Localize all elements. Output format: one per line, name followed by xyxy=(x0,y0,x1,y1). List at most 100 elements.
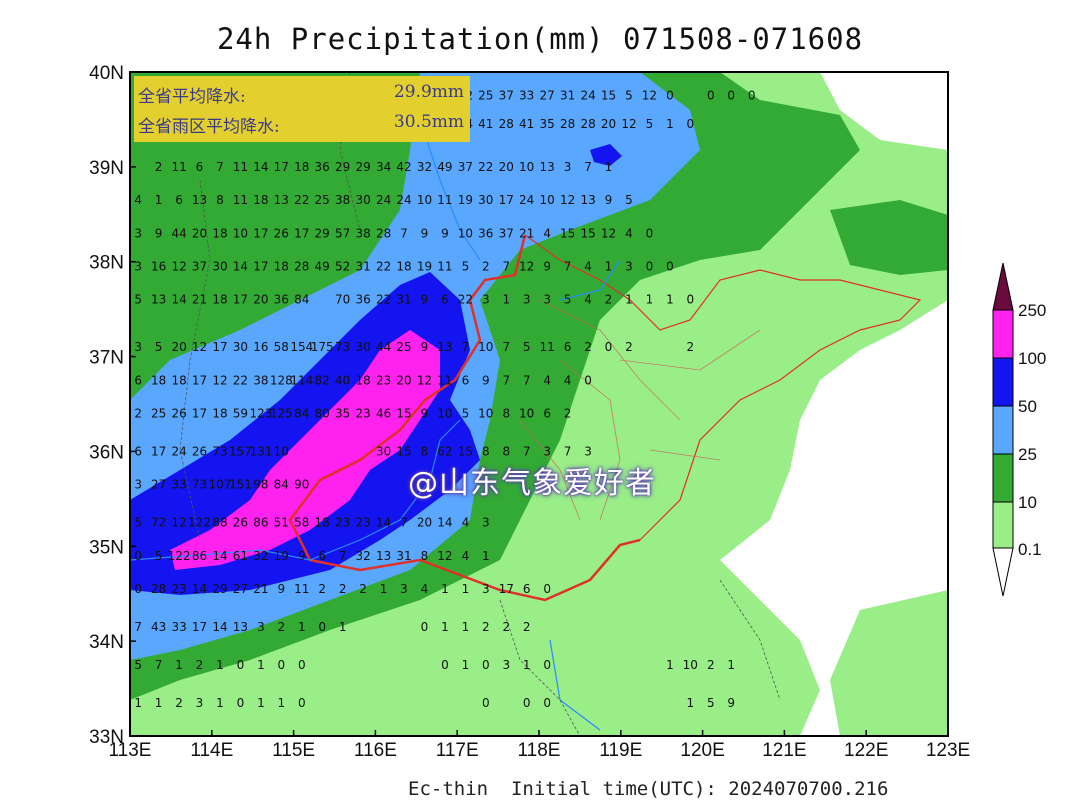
grid-value: 2 xyxy=(155,160,163,174)
grid-value: 5 xyxy=(155,549,163,563)
grid-value: 88 xyxy=(212,516,227,530)
legend: 250 100 50 25 10 0.1 xyxy=(992,262,1046,597)
province-avg-value: 29.9mm xyxy=(393,82,464,102)
grid-value: 0 xyxy=(686,117,694,131)
grid-value: 6 xyxy=(134,444,142,458)
grid-value: 1 xyxy=(441,582,449,596)
grid-value: 1 xyxy=(277,696,285,710)
grid-value: 3 xyxy=(502,658,510,672)
grid-value: 8 xyxy=(482,444,490,458)
grid-value: 9 xyxy=(298,549,306,563)
grid-value: 2 xyxy=(707,658,715,672)
grid-value: 6 xyxy=(441,293,449,307)
y-tick-label: 37N xyxy=(89,348,124,369)
shandong-border xyxy=(288,234,641,602)
grid-value: 18 xyxy=(274,260,289,274)
grid-value: 12 xyxy=(437,549,452,563)
grid-value: 122 xyxy=(168,549,191,563)
grid-value: 13 xyxy=(151,293,166,307)
grid-value: 61 xyxy=(233,549,248,563)
grid-value: 17 xyxy=(253,260,268,274)
grid-value: 44 xyxy=(376,340,391,354)
grid-value: 14 xyxy=(212,549,227,563)
grid-value: 37 xyxy=(192,260,207,274)
grid-value: 10 xyxy=(683,658,698,672)
grid-value: 1 xyxy=(523,658,531,672)
grid-value: 10 xyxy=(458,226,473,240)
grid-value: 5 xyxy=(134,516,142,530)
grid-value: 5 xyxy=(625,89,633,103)
grid-value: 58 xyxy=(294,516,309,530)
grid-value: 12 xyxy=(417,373,432,387)
grid-value: 0 xyxy=(298,658,306,672)
grid-value: 84 xyxy=(274,478,289,492)
y-tick-label: 35N xyxy=(89,537,124,558)
grid-value: 20 xyxy=(192,226,207,240)
grid-value: 154 xyxy=(290,340,313,354)
grid-value: 30 xyxy=(355,340,370,354)
grid-value: 1 xyxy=(462,658,470,672)
grid-value: 18 xyxy=(212,226,227,240)
grid-value: 26 xyxy=(274,226,289,240)
grid-value: 12 xyxy=(560,193,575,207)
grid-value: 24 xyxy=(171,444,186,458)
grid-value: 14 xyxy=(171,293,186,307)
grid-value: 24 xyxy=(580,89,595,103)
grid-value: 28 xyxy=(499,117,514,131)
grid-value: 9 xyxy=(605,193,613,207)
footer-initial-time: Ec-thin Initial time(UTC): 2024070700.21… xyxy=(408,778,889,800)
grid-value: 58 xyxy=(274,340,289,354)
grid-value: 10 xyxy=(540,193,555,207)
grid-value: 21 xyxy=(253,582,268,596)
grid-value: 7 xyxy=(400,226,408,240)
grid-value: 32 xyxy=(253,549,268,563)
grid-value: 49 xyxy=(315,260,330,274)
grid-value: 4 xyxy=(543,373,551,387)
grid-value: 0 xyxy=(134,549,142,563)
y-tick-label: 34N xyxy=(89,632,124,653)
grid-value: 32 xyxy=(417,160,432,174)
legend-swatch-10 xyxy=(992,453,1014,503)
grid-value: 32 xyxy=(355,549,370,563)
grid-value: 3 xyxy=(482,516,490,530)
grid-value: 10 xyxy=(417,193,432,207)
grid-value: 16 xyxy=(151,260,166,274)
grid-value: 9 xyxy=(421,340,429,354)
grid-value: 17 xyxy=(212,340,227,354)
precip-area-light-green-east xyxy=(830,590,948,736)
shandong-coast xyxy=(524,234,922,541)
grid-value: 4 xyxy=(584,293,592,307)
grid-value: 2 xyxy=(584,340,592,354)
grid-value: 4 xyxy=(584,260,592,274)
grid-value: 7 xyxy=(502,340,510,354)
grid-value: 7 xyxy=(502,373,510,387)
grid-value: 11 xyxy=(437,193,452,207)
grid-value: 1 xyxy=(339,620,347,634)
grid-value: 2 xyxy=(134,407,142,421)
x-tick-label: 119E xyxy=(599,740,642,761)
grid-value: 18 xyxy=(212,407,227,421)
grid-value: 14 xyxy=(212,620,227,634)
grid-value: 4 xyxy=(564,373,572,387)
grid-value: 24 xyxy=(519,193,534,207)
legend-label-250: 250 xyxy=(1018,301,1046,320)
grid-value: 52 xyxy=(335,260,350,274)
border-lines xyxy=(130,72,922,736)
legend-swatch-50 xyxy=(992,357,1014,407)
grid-value: 7 xyxy=(523,444,531,458)
grid-value: 11 xyxy=(233,193,248,207)
grid-value: 23 xyxy=(171,582,186,596)
grid-value: 1 xyxy=(462,620,470,634)
grid-value: 1 xyxy=(666,293,674,307)
grid-value: 33 xyxy=(171,478,186,492)
grid-value: 73 xyxy=(212,444,227,458)
grid-value: 90 xyxy=(294,478,309,492)
grid-value: 22 xyxy=(376,293,391,307)
grid-value: 34 xyxy=(376,160,391,174)
grid-value: 23 xyxy=(355,516,370,530)
precip-fill-layers xyxy=(130,72,948,736)
grid-value: 3 xyxy=(625,260,633,274)
grid-value: 15 xyxy=(580,226,595,240)
grid-value: 0 xyxy=(666,89,674,103)
